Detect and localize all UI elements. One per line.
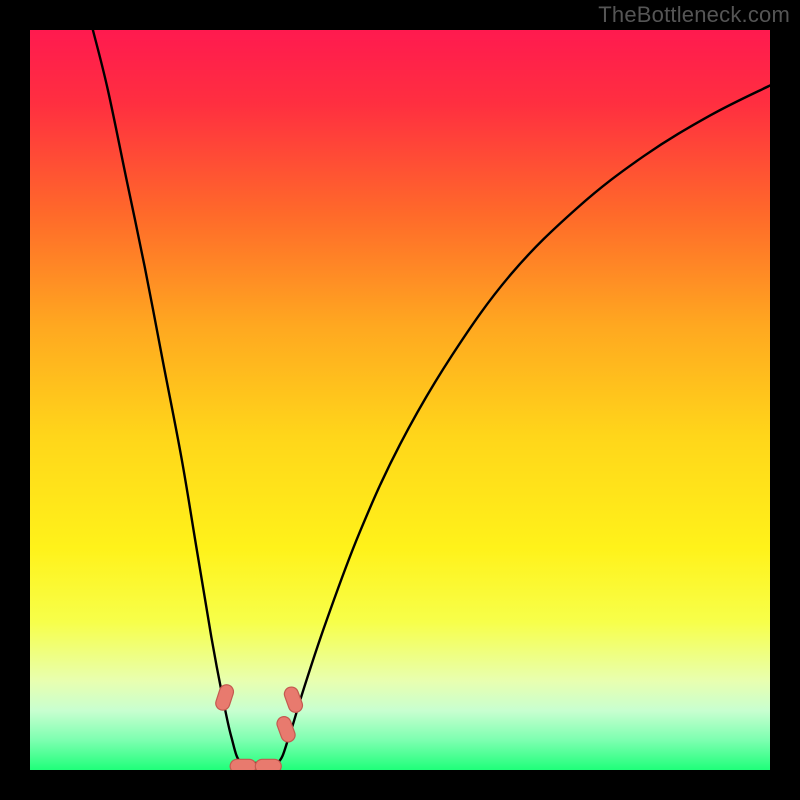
gradient-plot-area (30, 30, 770, 770)
chart-container: { "meta": { "watermark_text": "TheBottle… (0, 0, 800, 800)
watermark-text: TheBottleneck.com (598, 2, 790, 28)
bottleneck-chart (0, 0, 800, 800)
